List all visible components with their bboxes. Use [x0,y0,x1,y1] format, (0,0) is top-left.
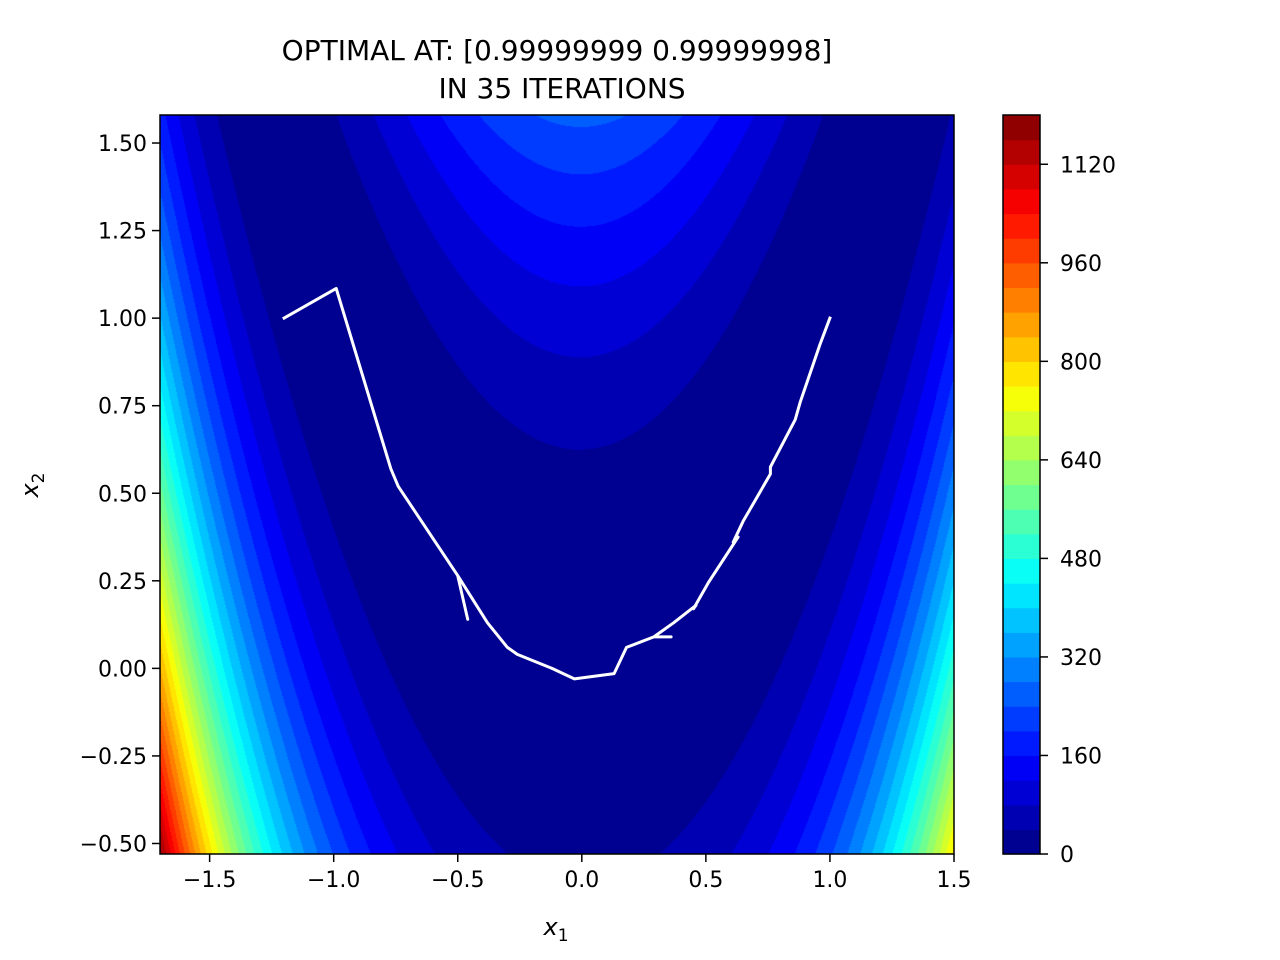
colorbar-band [1003,336,1040,362]
x-axis-label-sub: 1 [558,926,569,946]
colorbar-band [1003,139,1040,165]
colorbar-band [1003,607,1040,633]
x-axis-label-base: x [542,913,558,941]
colorbar-tick-label: 0 [1060,843,1074,868]
colorbar-band [1003,115,1040,141]
x-tick-label: 0.5 [688,868,723,893]
colorbar-bands [1003,115,1040,855]
x-tick-label: 1.5 [937,868,972,893]
colorbar-band [1003,484,1040,510]
y-axis-label: x2 [16,472,49,498]
y-tick-label: −0.50 [80,832,147,857]
colorbar-band [1003,312,1040,338]
y-axis-label-sub: 2 [29,472,49,483]
colorbar-tick-label: 960 [1060,252,1102,277]
colorbar-band [1003,164,1040,190]
colorbar-band [1003,435,1040,461]
colorbar-band [1003,287,1040,313]
colorbar-tick-label: 640 [1060,449,1102,474]
colorbar-tick-label: 800 [1060,350,1102,375]
colorbar: 0 160 320 480 640 800 960 1120 [1002,114,1116,868]
colorbar-band [1003,188,1040,215]
colorbar-band [1003,385,1040,412]
chart-title-line-1: OPTIMAL AT: [0.99999999 0.99999998] [282,34,833,67]
colorbar-band [1003,730,1040,757]
colorbar-band [1003,656,1040,683]
colorbar-band [1003,533,1040,559]
x-tick-label: 0.0 [564,868,599,893]
colorbar-band [1003,583,1040,609]
y-tick-label: 0.75 [98,395,147,420]
colorbar-tick-label: 1120 [1060,153,1116,178]
colorbar-band [1003,410,1040,436]
colorbar-tick-label: 160 [1060,744,1102,769]
colorbar-band [1003,509,1040,535]
y-tick-label: 1.25 [98,220,147,245]
y-tick-label: −0.25 [80,745,147,770]
colorbar-tick-label: 480 [1060,547,1102,572]
y-tick-label: 0.50 [98,482,147,507]
colorbar-band [1003,632,1040,658]
plot-frame [159,114,955,855]
colorbar-band [1003,706,1040,732]
colorbar-band [1003,558,1040,584]
colorbar-band [1003,238,1040,264]
colorbar-band [1003,262,1040,289]
colorbar-tick-label: 320 [1060,646,1102,671]
colorbar-ticks: 0 160 320 480 640 800 960 1120 [1040,153,1116,868]
colorbar-band [1003,755,1040,781]
y-axis: −0.50 −0.25 0.00 0.25 0.50 0.75 1.00 1.25 1.50 [80,132,160,857]
colorbar-frame [1002,114,1041,855]
x-tick-label: 1.0 [812,868,847,893]
colorbar-band [1003,780,1040,806]
contour-fill [160,115,954,854]
x-tick-label: −0.5 [431,868,484,893]
y-tick-label: 1.50 [98,132,147,157]
colorbar-band [1003,213,1040,239]
colorbar-band [1003,829,1040,855]
chart-title-line-2: IN 35 ITERATIONS [438,72,685,105]
x-axis-label: x1 [542,913,568,946]
y-tick-label: 0.00 [98,657,147,682]
colorbar-band [1003,681,1040,707]
colorbar-band [1003,804,1040,830]
y-tick-label: 0.25 [98,570,147,595]
colorbar-band [1003,459,1040,486]
x-tick-label: −1.0 [307,868,360,893]
plot-area [159,114,955,855]
optimization-path [282,286,832,681]
chart-title: OPTIMAL AT: [0.99999999 0.99999998] IN 3… [282,34,833,105]
y-tick-label: 1.00 [98,307,147,332]
y-axis-label-base: x [16,483,44,499]
x-axis: −1.5 −1.0 −0.5 0.0 0.5 1.0 1.5 [183,854,972,893]
x-tick-label: −1.5 [183,868,236,893]
colorbar-band [1003,361,1040,387]
